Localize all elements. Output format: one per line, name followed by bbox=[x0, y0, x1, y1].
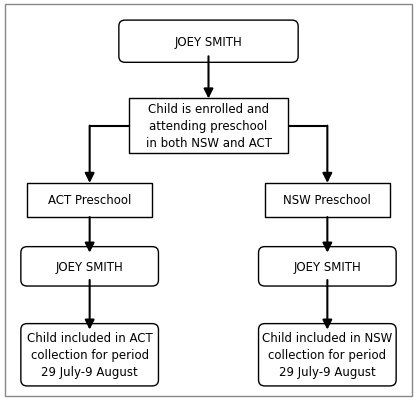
Text: ACT Preschool: ACT Preschool bbox=[48, 194, 131, 207]
FancyBboxPatch shape bbox=[27, 184, 152, 217]
Text: JOEY SMITH: JOEY SMITH bbox=[56, 260, 123, 273]
FancyBboxPatch shape bbox=[129, 99, 288, 153]
FancyBboxPatch shape bbox=[265, 184, 390, 217]
Text: JOEY SMITH: JOEY SMITH bbox=[294, 260, 361, 273]
FancyBboxPatch shape bbox=[21, 247, 158, 286]
Text: NSW Preschool: NSW Preschool bbox=[284, 194, 371, 207]
Text: Child included in ACT
collection for period
29 July-9 August: Child included in ACT collection for per… bbox=[27, 332, 153, 378]
FancyBboxPatch shape bbox=[21, 324, 158, 386]
FancyBboxPatch shape bbox=[259, 324, 396, 386]
FancyBboxPatch shape bbox=[119, 21, 298, 63]
Text: Child included in NSW
collection for period
29 July-9 August: Child included in NSW collection for per… bbox=[262, 332, 392, 378]
FancyBboxPatch shape bbox=[259, 247, 396, 286]
Text: JOEY SMITH: JOEY SMITH bbox=[175, 36, 242, 49]
Text: Child is enrolled and
attending preschool
in both NSW and ACT: Child is enrolled and attending preschoo… bbox=[146, 103, 271, 150]
